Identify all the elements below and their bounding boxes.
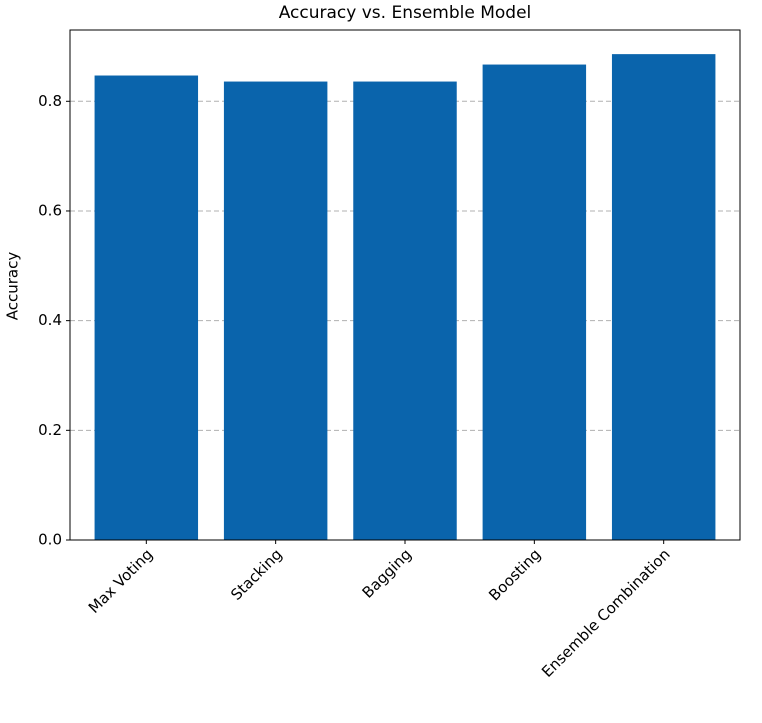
y-tick-label: 0.8 (38, 92, 62, 110)
x-tick-label: Ensemble Combination (538, 545, 674, 681)
x-tick-label: Max Voting (85, 545, 157, 617)
bar (611, 54, 716, 541)
x-tick-label: Boosting (485, 545, 544, 604)
y-tick-label: 0.6 (38, 201, 62, 219)
y-tick-label: 0.0 (38, 531, 62, 549)
plot-frame (69, 29, 741, 541)
chart-title: Accuracy vs. Ensemble Model (279, 3, 532, 23)
y-axis-label: Accuracy (4, 252, 22, 321)
x-tick-label: Stacking (227, 545, 286, 604)
y-tick-label: 0.4 (38, 311, 62, 329)
bar (223, 81, 328, 540)
y-tick-label: 0.2 (38, 421, 62, 439)
bar (353, 81, 457, 540)
bar (94, 75, 199, 541)
bar (482, 64, 587, 540)
x-tick-label: Bagging (359, 545, 415, 601)
